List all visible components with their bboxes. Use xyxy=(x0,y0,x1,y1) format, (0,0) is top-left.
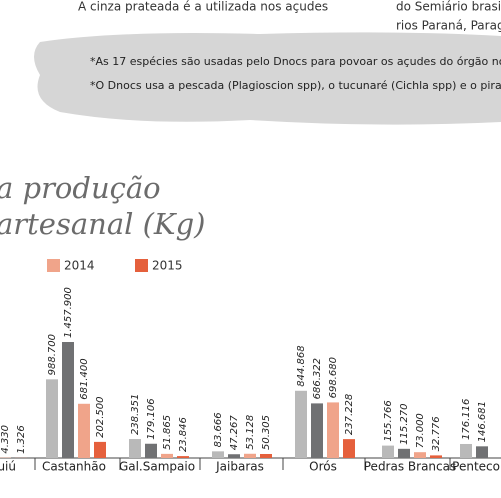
value-label: 4.330 xyxy=(0,425,11,454)
bar xyxy=(212,451,224,458)
value-label: 1.326 xyxy=(16,425,27,454)
legend-label: 2015 xyxy=(152,259,183,273)
legend-swatch xyxy=(47,259,60,272)
bar xyxy=(398,448,410,458)
x-tick-label: Gal.Sampaio xyxy=(119,460,195,474)
bar xyxy=(414,452,426,458)
x-tick-label: Castanhão xyxy=(42,460,106,474)
bar xyxy=(244,453,256,458)
bar xyxy=(311,403,323,458)
value-label: 686.322 xyxy=(312,358,323,399)
side-text: do Semiário brasileir xyxy=(396,0,501,14)
bar xyxy=(327,402,339,458)
value-label: 238.351 xyxy=(130,394,141,435)
value-label: 681.400 xyxy=(79,358,90,399)
legend-label: 2014 xyxy=(64,259,95,273)
value-label: 176.116 xyxy=(461,399,472,440)
value-label: 146.681 xyxy=(477,401,488,442)
x-tick-label: Orós xyxy=(309,460,337,474)
x-tick-label: Jaibaras xyxy=(215,460,264,474)
value-label: 988.700 xyxy=(47,334,58,375)
value-label: 53.128 xyxy=(245,415,256,450)
value-label: 698.680 xyxy=(328,357,339,398)
bar xyxy=(129,439,141,458)
legend-swatch xyxy=(135,259,148,272)
side-text: rios Paraná, Paraguai xyxy=(396,19,501,33)
value-label: 83.666 xyxy=(213,412,224,447)
note: *As 17 espécies são usadas pelo Dnocs pa… xyxy=(90,55,501,68)
bar xyxy=(94,441,106,458)
brush-band xyxy=(34,32,501,125)
bar xyxy=(78,403,90,458)
bar xyxy=(228,454,240,458)
bar xyxy=(382,445,394,458)
bar xyxy=(62,342,74,458)
bar xyxy=(460,443,472,458)
bar xyxy=(295,390,307,458)
bar xyxy=(145,443,157,458)
x-tick-label: Pedras Brancas xyxy=(364,460,457,474)
bar xyxy=(476,446,488,458)
bar xyxy=(343,439,355,458)
value-label: 73.000 xyxy=(415,413,426,448)
chart-title: a produção xyxy=(0,171,161,205)
value-label: 1.457.900 xyxy=(63,287,74,338)
chart-title: artesanal (Kg) xyxy=(0,207,205,241)
bar xyxy=(260,453,272,458)
value-label: 50.305 xyxy=(261,415,272,450)
bar xyxy=(46,379,58,458)
bar xyxy=(161,453,173,458)
note: *O Dnocs usa a pescada (Plagioscion spp)… xyxy=(90,79,501,92)
value-label: 844.868 xyxy=(296,345,307,386)
value-label: 32.776 xyxy=(431,416,442,451)
value-label: 47.267 xyxy=(229,415,240,451)
x-tick-label: uiú xyxy=(0,460,16,474)
value-label: 202.500 xyxy=(95,397,106,438)
value-label: 237.228 xyxy=(344,394,355,435)
value-label: 51.865 xyxy=(162,415,173,450)
value-label: 23.846 xyxy=(178,417,189,452)
value-label: 179.106 xyxy=(146,398,157,439)
intro-text: A cinza prateada é a utilizada nos açude… xyxy=(78,0,328,14)
value-label: 155.766 xyxy=(383,400,394,441)
bar xyxy=(430,455,442,458)
x-tick-label: Penteco xyxy=(452,460,500,474)
bar xyxy=(177,456,189,458)
value-label: 115.270 xyxy=(399,403,410,444)
